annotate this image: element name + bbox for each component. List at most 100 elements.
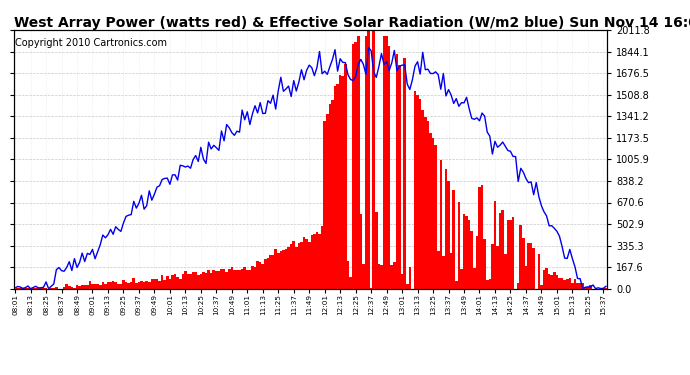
Bar [346, 261, 349, 289]
Bar [259, 262, 262, 289]
Bar [181, 274, 184, 289]
Bar [367, 30, 370, 289]
Bar [502, 210, 504, 289]
Bar [573, 279, 576, 289]
Bar [148, 282, 150, 289]
Bar [290, 244, 293, 289]
Bar [561, 278, 563, 289]
Bar [310, 235, 313, 289]
Bar [264, 260, 266, 289]
Bar [391, 265, 393, 289]
Bar [73, 288, 76, 289]
Bar [349, 277, 352, 289]
Bar [88, 281, 91, 289]
Bar [336, 84, 339, 289]
Bar [457, 202, 460, 289]
Bar [489, 279, 491, 289]
Bar [563, 280, 566, 289]
Bar [156, 279, 158, 289]
Bar [210, 273, 213, 289]
Bar [112, 281, 115, 289]
Bar [388, 46, 391, 289]
Bar [287, 247, 290, 289]
Bar [450, 253, 453, 289]
Bar [324, 121, 326, 289]
Bar [444, 170, 447, 289]
Bar [143, 282, 146, 289]
Bar [101, 282, 104, 289]
Bar [55, 287, 58, 289]
Bar [586, 286, 589, 289]
Bar [251, 266, 254, 289]
Bar [604, 288, 607, 289]
Bar [236, 270, 238, 289]
Bar [279, 251, 282, 289]
Bar [63, 286, 66, 289]
Bar [125, 282, 128, 289]
Bar [233, 270, 236, 289]
Bar [220, 268, 223, 289]
Bar [530, 243, 533, 289]
Bar [308, 242, 310, 289]
Bar [119, 284, 122, 289]
Bar [297, 243, 300, 289]
Bar [555, 275, 558, 289]
Bar [419, 99, 422, 289]
Bar [189, 274, 192, 289]
Bar [377, 264, 380, 289]
Bar [266, 258, 269, 289]
Bar [275, 249, 277, 289]
Bar [551, 276, 553, 289]
Bar [520, 225, 522, 289]
Bar [256, 261, 259, 289]
Bar [285, 249, 287, 289]
Bar [68, 285, 70, 289]
Bar [199, 274, 202, 289]
Bar [334, 86, 336, 289]
Bar [355, 42, 357, 289]
Bar [401, 274, 404, 289]
Bar [465, 216, 468, 289]
Bar [357, 36, 359, 289]
Bar [545, 268, 548, 289]
Bar [217, 272, 220, 289]
Text: West Array Power (watts red) & Effective Solar Radiation (W/m2 blue) Sun Nov 14 : West Array Power (watts red) & Effective… [14, 16, 690, 30]
Bar [365, 36, 367, 289]
Bar [533, 248, 535, 289]
Bar [352, 45, 355, 289]
Bar [395, 54, 398, 289]
Bar [331, 100, 334, 289]
Bar [517, 282, 520, 289]
Bar [566, 279, 569, 289]
Bar [153, 279, 156, 289]
Bar [207, 270, 210, 289]
Bar [478, 188, 481, 289]
Bar [383, 36, 385, 289]
Bar [215, 271, 217, 289]
Bar [39, 288, 42, 289]
Bar [328, 104, 331, 289]
Bar [97, 284, 99, 289]
Bar [140, 281, 143, 289]
Bar [326, 114, 328, 289]
Bar [130, 282, 132, 289]
Bar [576, 283, 579, 289]
Bar [303, 237, 306, 289]
Bar [244, 267, 246, 289]
Bar [375, 212, 377, 289]
Bar [238, 270, 241, 289]
Bar [166, 276, 168, 289]
Bar [524, 266, 527, 289]
Bar [416, 94, 419, 289]
Bar [313, 234, 315, 289]
Bar [187, 274, 189, 289]
Bar [522, 238, 524, 289]
Bar [205, 273, 207, 289]
Bar [318, 234, 321, 289]
Bar [66, 285, 68, 289]
Bar [24, 288, 27, 289]
Bar [122, 280, 125, 289]
Bar [408, 267, 411, 289]
Bar [339, 75, 342, 289]
Bar [230, 267, 233, 289]
